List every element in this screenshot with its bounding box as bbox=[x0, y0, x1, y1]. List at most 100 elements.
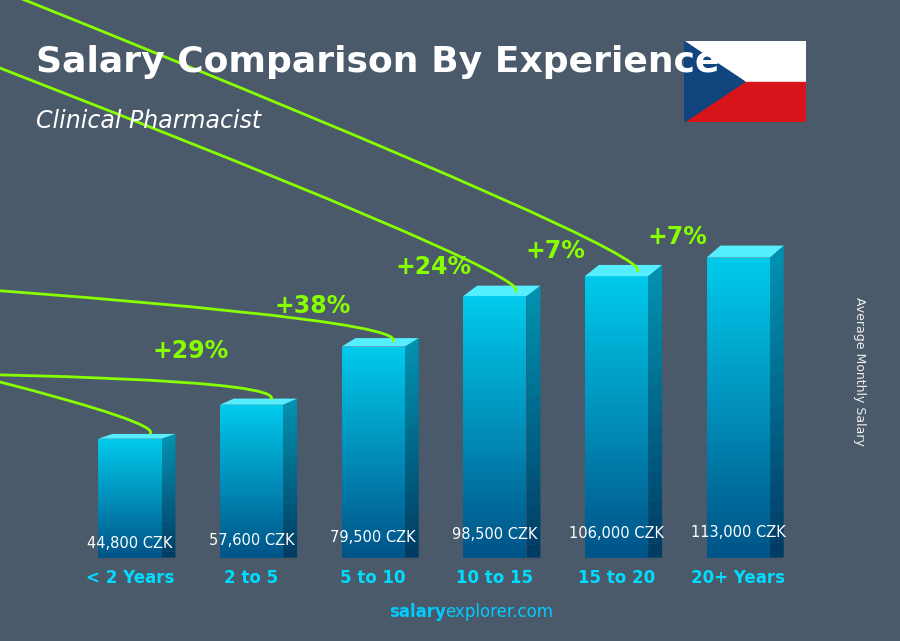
Polygon shape bbox=[342, 389, 405, 394]
Polygon shape bbox=[464, 545, 526, 551]
Polygon shape bbox=[706, 272, 770, 280]
Text: +38%: +38% bbox=[274, 294, 351, 318]
Polygon shape bbox=[648, 499, 662, 515]
Polygon shape bbox=[161, 533, 176, 540]
Polygon shape bbox=[706, 303, 770, 310]
Polygon shape bbox=[342, 494, 405, 499]
Polygon shape bbox=[648, 353, 662, 375]
Polygon shape bbox=[220, 542, 284, 546]
Polygon shape bbox=[405, 349, 418, 368]
Polygon shape bbox=[284, 438, 297, 451]
Polygon shape bbox=[706, 415, 770, 422]
Polygon shape bbox=[405, 503, 418, 515]
Text: +29%: +29% bbox=[153, 339, 229, 363]
Text: salary: salary bbox=[389, 603, 446, 621]
Polygon shape bbox=[342, 347, 405, 352]
Polygon shape bbox=[464, 427, 526, 433]
Polygon shape bbox=[706, 340, 770, 347]
Polygon shape bbox=[585, 265, 662, 276]
Polygon shape bbox=[585, 508, 648, 515]
Polygon shape bbox=[98, 531, 161, 534]
Polygon shape bbox=[220, 535, 284, 538]
Polygon shape bbox=[98, 442, 161, 445]
Polygon shape bbox=[706, 317, 770, 325]
Polygon shape bbox=[526, 490, 540, 505]
Polygon shape bbox=[342, 547, 405, 553]
Polygon shape bbox=[98, 504, 161, 507]
Polygon shape bbox=[342, 447, 405, 452]
Polygon shape bbox=[648, 513, 662, 529]
Polygon shape bbox=[706, 513, 770, 520]
Polygon shape bbox=[405, 459, 418, 473]
Polygon shape bbox=[648, 528, 662, 544]
Polygon shape bbox=[585, 452, 648, 459]
Polygon shape bbox=[585, 312, 648, 319]
Polygon shape bbox=[220, 531, 284, 535]
Polygon shape bbox=[585, 537, 648, 544]
Polygon shape bbox=[98, 480, 161, 483]
Polygon shape bbox=[98, 519, 161, 522]
Polygon shape bbox=[770, 495, 784, 513]
Polygon shape bbox=[706, 400, 770, 408]
Polygon shape bbox=[342, 383, 405, 389]
Polygon shape bbox=[464, 472, 526, 479]
Polygon shape bbox=[464, 296, 526, 303]
Polygon shape bbox=[585, 354, 648, 361]
Polygon shape bbox=[706, 265, 770, 272]
Polygon shape bbox=[585, 473, 648, 480]
Polygon shape bbox=[98, 456, 161, 460]
Polygon shape bbox=[98, 478, 161, 480]
Polygon shape bbox=[585, 494, 648, 501]
Polygon shape bbox=[585, 522, 648, 529]
Polygon shape bbox=[220, 416, 284, 420]
Polygon shape bbox=[98, 447, 161, 451]
Polygon shape bbox=[585, 459, 648, 466]
Polygon shape bbox=[342, 373, 405, 378]
Polygon shape bbox=[98, 543, 161, 545]
Polygon shape bbox=[526, 394, 540, 414]
Polygon shape bbox=[98, 487, 161, 489]
Polygon shape bbox=[648, 543, 662, 558]
Text: 44,800 CZK: 44,800 CZK bbox=[87, 535, 173, 551]
Polygon shape bbox=[342, 531, 405, 537]
Polygon shape bbox=[706, 497, 770, 505]
Polygon shape bbox=[342, 415, 405, 420]
Polygon shape bbox=[706, 378, 770, 385]
Polygon shape bbox=[464, 460, 526, 466]
Text: 98,500 CZK: 98,500 CZK bbox=[452, 527, 537, 542]
Polygon shape bbox=[342, 404, 405, 410]
Polygon shape bbox=[342, 368, 405, 373]
Polygon shape bbox=[526, 503, 540, 519]
Polygon shape bbox=[648, 485, 662, 501]
Polygon shape bbox=[464, 538, 526, 545]
Polygon shape bbox=[342, 515, 405, 520]
Polygon shape bbox=[161, 520, 176, 528]
Polygon shape bbox=[706, 460, 770, 468]
Polygon shape bbox=[706, 468, 770, 475]
Polygon shape bbox=[706, 445, 770, 453]
Polygon shape bbox=[585, 544, 648, 551]
Polygon shape bbox=[648, 294, 662, 319]
Polygon shape bbox=[342, 431, 405, 437]
Polygon shape bbox=[648, 412, 662, 431]
Polygon shape bbox=[585, 304, 648, 312]
Polygon shape bbox=[648, 455, 662, 473]
Polygon shape bbox=[585, 375, 648, 382]
Polygon shape bbox=[526, 340, 540, 362]
Polygon shape bbox=[220, 435, 284, 439]
Polygon shape bbox=[706, 310, 770, 317]
Polygon shape bbox=[526, 381, 540, 401]
Polygon shape bbox=[464, 374, 526, 381]
Polygon shape bbox=[284, 446, 297, 458]
Polygon shape bbox=[284, 462, 297, 474]
Polygon shape bbox=[220, 431, 284, 435]
Polygon shape bbox=[161, 453, 176, 463]
Polygon shape bbox=[585, 410, 648, 417]
Polygon shape bbox=[464, 303, 526, 309]
Polygon shape bbox=[770, 339, 784, 363]
Text: 57,600 CZK: 57,600 CZK bbox=[209, 533, 294, 549]
Text: 79,500 CZK: 79,500 CZK bbox=[330, 530, 416, 545]
Text: Clinical Pharmacist: Clinical Pharmacist bbox=[36, 109, 261, 133]
Polygon shape bbox=[648, 324, 662, 347]
Polygon shape bbox=[770, 386, 784, 408]
